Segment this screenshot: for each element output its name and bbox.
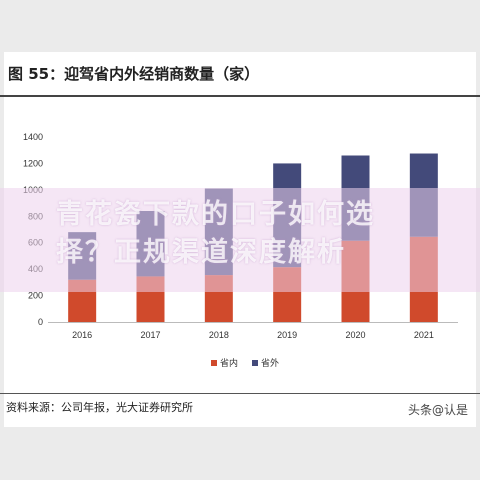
- legend-swatch-foreign: [252, 360, 258, 366]
- x-tick-label: 2018: [209, 330, 229, 340]
- title-divider: [0, 95, 480, 97]
- watermark: 头条@认是: [407, 403, 468, 417]
- overlay-line-1: 青花瓷下款的口子如何选: [56, 199, 375, 230]
- chart-title: 图 55：迎驾省内外经销商数量（家）: [8, 65, 260, 83]
- x-tick-label: 2017: [140, 330, 160, 340]
- y-tick-label: 1400: [23, 132, 43, 142]
- footer-divider: [0, 393, 480, 394]
- overlay-line-2: 择？正规渠道深度解析: [56, 237, 346, 268]
- x-tick-label: 2020: [345, 330, 365, 340]
- source-note: 资料来源：公司年报，光大证券研究所: [6, 401, 193, 414]
- legend-swatch-domestic: [211, 360, 217, 366]
- x-tick-label: 2021: [414, 330, 434, 340]
- y-tick-label: 1200: [23, 158, 43, 168]
- overlay-text: 青花瓷下款的口子如何选 择？正规渠道深度解析: [56, 196, 436, 272]
- x-tick-label: 2019: [277, 330, 297, 340]
- x-tick-label: 2016: [72, 330, 92, 340]
- legend-label-foreign: 省外: [261, 357, 279, 369]
- legend-label-domestic: 省内: [220, 357, 238, 369]
- y-tick-label: 200: [28, 291, 43, 301]
- overlay-banner: [0, 188, 480, 292]
- y-tick-label: 0: [38, 317, 43, 327]
